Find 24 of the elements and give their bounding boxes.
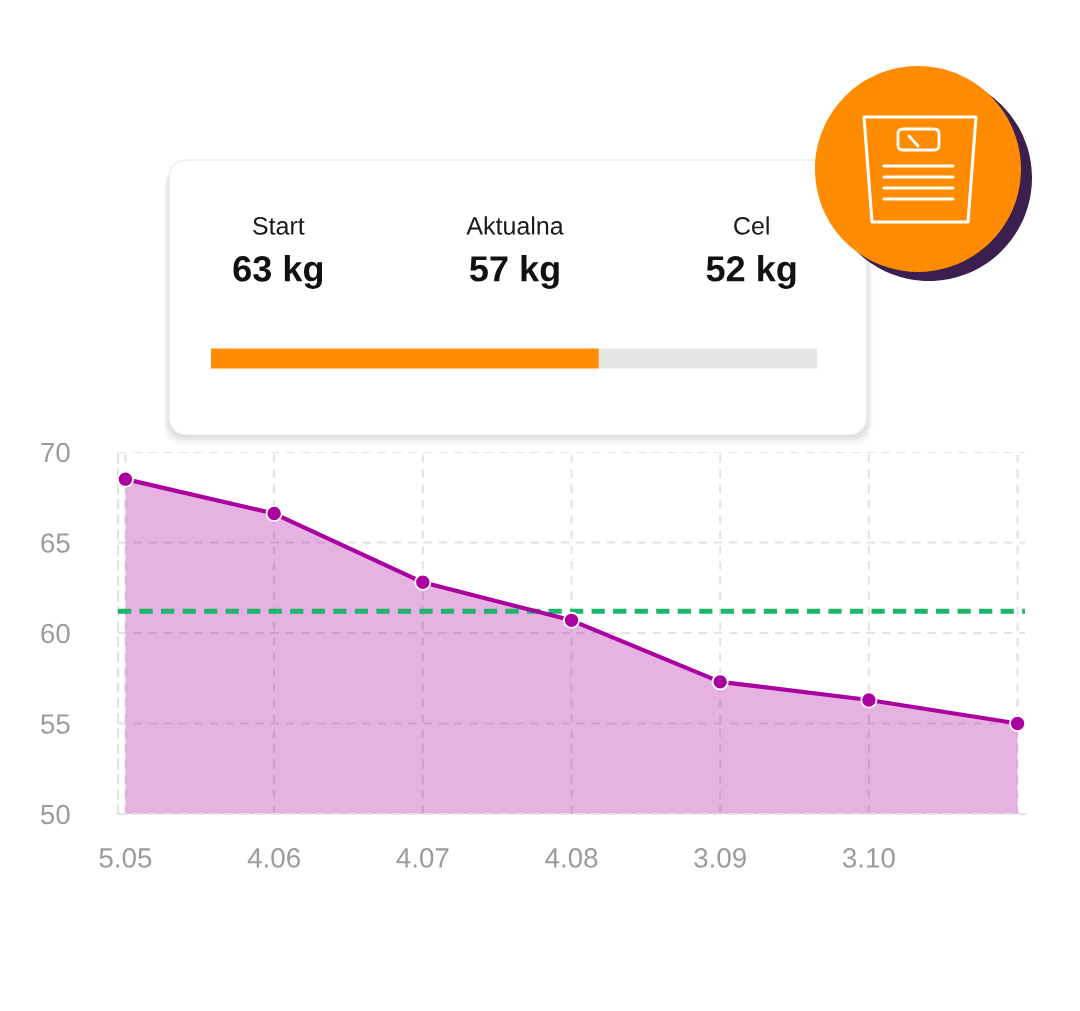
x-tick-label: 3.10 — [842, 848, 895, 868]
category-label: Start — [253, 217, 305, 235]
text: 57 kg — [469, 255, 559, 289]
point — [265, 505, 283, 523]
text: 63 kg — [233, 255, 323, 289]
x-tick-label: 5.05 — [99, 848, 152, 868]
point — [562, 611, 581, 629]
y-tick-label: 70 — [41, 442, 70, 463]
category-label: Aktualna — [466, 216, 564, 235]
y-tick-label: 55 — [40, 714, 70, 734]
x-tick-label: 4.08 — [545, 848, 598, 868]
point — [118, 470, 134, 488]
point — [860, 691, 878, 709]
x-tick-label: 3.09 — [694, 848, 746, 868]
point — [1009, 714, 1025, 733]
point — [711, 673, 729, 691]
y-tick-label: 50 — [40, 804, 70, 825]
point — [414, 573, 432, 591]
x-tick-label: 4.07 — [396, 848, 449, 868]
x-tick-label: 4.06 — [247, 848, 300, 868]
y-tick-label: 65 — [41, 533, 70, 553]
text: 52 kg — [706, 255, 796, 289]
category-label: Cel — [734, 216, 769, 235]
y-tick-label: 60 — [41, 623, 70, 644]
